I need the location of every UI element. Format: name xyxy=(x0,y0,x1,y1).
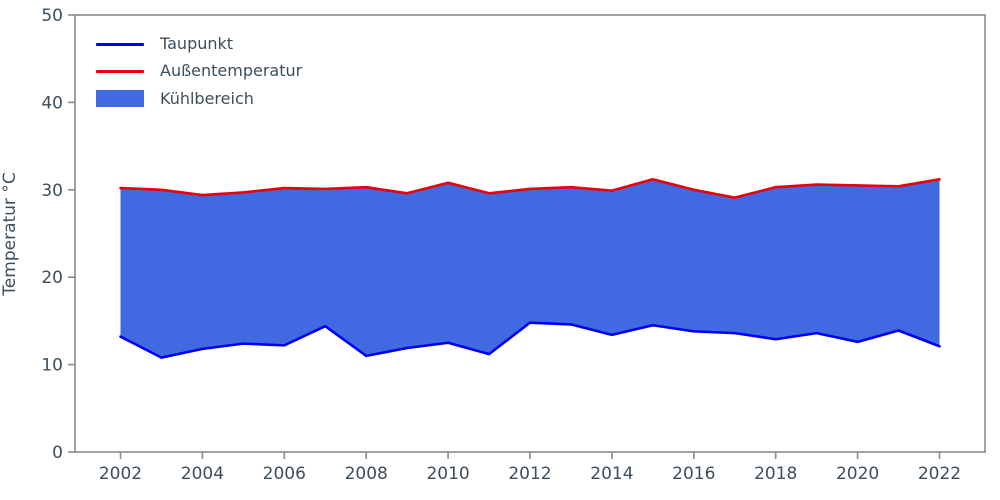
legend-label-kuehlbereich: Kühlbereich xyxy=(160,88,254,108)
kuehlbereich-patch-swatch xyxy=(96,90,144,107)
x-tick-label: 2020 xyxy=(836,464,879,484)
kuehlbereich-fill-area xyxy=(120,179,940,358)
x-tick-label: 2014 xyxy=(590,464,633,484)
y-tick-label: 20 xyxy=(41,268,63,288)
x-tick-label: 2006 xyxy=(263,464,306,484)
y-tick-label: 30 xyxy=(41,181,63,201)
legend-item-aussentemperatur: Außentemperatur xyxy=(96,63,302,79)
x-tick-label: 2002 xyxy=(99,464,142,484)
x-tick-label: 2012 xyxy=(508,464,551,484)
taupunkt-line-swatch xyxy=(96,42,144,46)
x-tick-label: 2018 xyxy=(754,464,797,484)
x-tick-label: 2022 xyxy=(918,464,961,484)
series-line-taupunkt xyxy=(119,321,941,359)
legend-item-kuehlbereich: Kühlbereich xyxy=(96,90,302,107)
series-line-außentemperatur xyxy=(119,178,941,199)
y-tick-label: 50 xyxy=(41,6,63,26)
aussentemperatur-line-swatch xyxy=(96,69,144,73)
legend-item-taupunkt: Taupunkt xyxy=(96,36,302,52)
legend-label-aussentemperatur: Außentemperatur xyxy=(160,61,303,80)
x-tick-label: 2010 xyxy=(426,464,469,484)
x-tick-label: 2004 xyxy=(181,464,224,484)
y-tick-label: 0 xyxy=(52,443,63,463)
x-tick-label: 2016 xyxy=(672,464,715,484)
y-tick-label: 40 xyxy=(41,93,63,113)
x-tick-label: 2008 xyxy=(345,464,388,484)
legend-label-taupunkt: Taupunkt xyxy=(160,34,234,53)
y-tick-label: 10 xyxy=(41,356,63,376)
legend: Taupunkt Außentemperatur Kühlbereich xyxy=(96,36,302,107)
y-axis-label: Temperatur °C xyxy=(0,172,20,296)
